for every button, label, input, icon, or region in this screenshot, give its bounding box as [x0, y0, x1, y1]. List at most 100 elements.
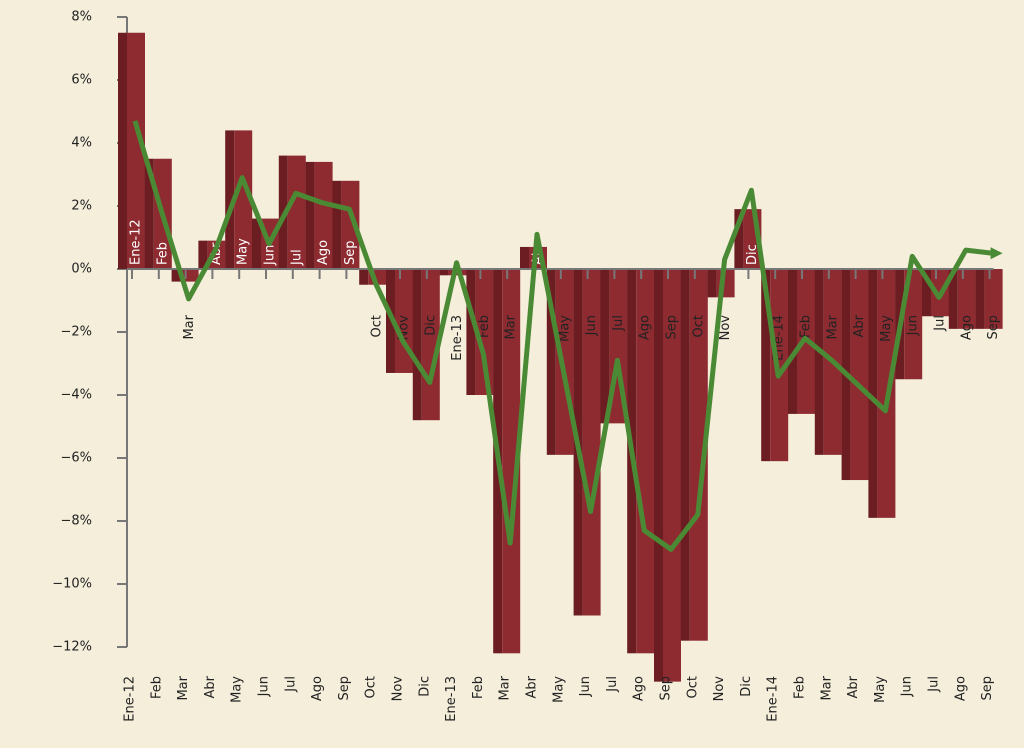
x-tick-label: Ene-13	[444, 676, 459, 722]
bar	[341, 180, 360, 269]
bar	[984, 269, 1003, 329]
bar-side	[332, 180, 342, 269]
x-tick-label: May	[873, 676, 888, 703]
bar-label: Jun	[263, 245, 278, 266]
x-tick-label: Ene-14	[766, 676, 781, 722]
x-tick-label: Dic	[739, 676, 754, 697]
bar-label: Feb	[155, 242, 170, 265]
bar-side	[948, 269, 958, 329]
bar-label: Ene-12	[129, 219, 144, 265]
bar-side	[252, 218, 261, 269]
bar-side	[922, 269, 931, 317]
line	[132, 120, 993, 552]
bar-side	[600, 269, 610, 424]
bar-label: Dic	[745, 244, 760, 265]
bar-side	[144, 158, 154, 269]
x-tick-label: Sep	[980, 676, 995, 701]
bar-label: Ago	[316, 240, 331, 265]
bar	[421, 269, 440, 421]
bar-label: Mar	[182, 314, 197, 339]
bar	[957, 269, 976, 329]
bar-label: Feb	[477, 315, 492, 338]
y-tick-label: −12%	[52, 640, 92, 655]
bar	[287, 155, 306, 269]
x-tick-label: Mar	[176, 675, 191, 700]
bar-side	[412, 269, 422, 421]
bar-side	[466, 269, 476, 395]
y-tick-label: 4%	[71, 136, 92, 151]
x-tick-label: Jul	[283, 676, 298, 693]
bar-side	[118, 32, 127, 269]
bar-label: Abr	[852, 314, 867, 337]
bar	[850, 269, 869, 481]
x-tick-label: Jul	[927, 676, 942, 693]
bar-label: Sep	[665, 315, 680, 340]
y-tick-label: 8%	[71, 10, 92, 25]
x-tick-label: Abr	[846, 675, 861, 698]
x-tick-label: Feb	[471, 676, 486, 699]
x-tick-label: Ago	[953, 676, 968, 701]
x-tick-label: Abr	[203, 675, 218, 698]
bar	[502, 269, 521, 654]
x-tick-label: Jun	[257, 676, 272, 697]
bar-side	[359, 269, 369, 285]
y-tick-label: −10%	[52, 577, 92, 592]
bar	[582, 269, 601, 616]
x-tick-label: Sep	[337, 676, 352, 701]
x-tick-label: May	[230, 676, 245, 703]
bar-label: Dic	[423, 315, 438, 336]
y-tick-label: 2%	[71, 199, 92, 214]
x-tick-label: Nov	[712, 676, 727, 702]
bar-side	[788, 269, 797, 414]
x-tick-label: Nov	[391, 676, 406, 702]
x-tick-label: Feb	[149, 676, 164, 699]
x-tick-label: May	[551, 676, 566, 703]
x-tick-label: Mar	[498, 675, 513, 700]
x-tick-label: Ago	[310, 676, 325, 701]
bar-label: Feb	[799, 315, 814, 338]
bar-label: Jul	[289, 249, 304, 266]
bar-side	[546, 269, 556, 455]
bar-label: May	[879, 315, 894, 342]
bar	[636, 269, 655, 654]
bar	[475, 269, 494, 395]
bar	[770, 269, 789, 462]
bar-label: May	[236, 238, 251, 265]
bar-side	[975, 269, 985, 329]
bar-label: Jun	[906, 315, 921, 336]
bar	[127, 32, 145, 269]
bar-side	[761, 269, 771, 462]
x-tick-label: Feb	[793, 676, 808, 699]
bar-label: Nov	[718, 315, 733, 341]
bar	[314, 161, 333, 269]
bar-side	[305, 161, 315, 269]
bar-label: Oct	[691, 315, 706, 337]
bar-side	[198, 240, 208, 269]
bar-side	[520, 246, 529, 269]
bar	[555, 269, 574, 455]
bar-label: Sep	[343, 240, 358, 265]
x-tick-label: Oct	[685, 676, 700, 698]
bar-label: Oct	[370, 315, 385, 337]
bar-label: Jul	[933, 315, 948, 332]
x-tick-label: Ene-12	[123, 676, 138, 722]
bar-side	[171, 269, 181, 282]
bar	[207, 240, 226, 269]
bar-label: Mar	[504, 314, 519, 339]
x-tick-label: Jun	[900, 676, 915, 697]
bar-label: Ago	[959, 315, 974, 340]
x-tick-label: Oct	[364, 676, 379, 698]
x-tick-label: Ago	[632, 676, 647, 701]
bar-side	[225, 130, 235, 269]
bar-side	[814, 269, 824, 455]
bar-label: Ene-13	[450, 315, 465, 361]
bar-side	[439, 269, 449, 276]
bar-side	[654, 269, 663, 682]
y-tick-label: 6%	[71, 73, 92, 88]
x-tick-label: Jun	[578, 676, 593, 697]
bar-label: Jun	[584, 315, 599, 336]
x-tick-label: Dic	[417, 676, 432, 697]
y-tick-label: −4%	[60, 388, 92, 403]
line-arrow	[990, 247, 1003, 260]
